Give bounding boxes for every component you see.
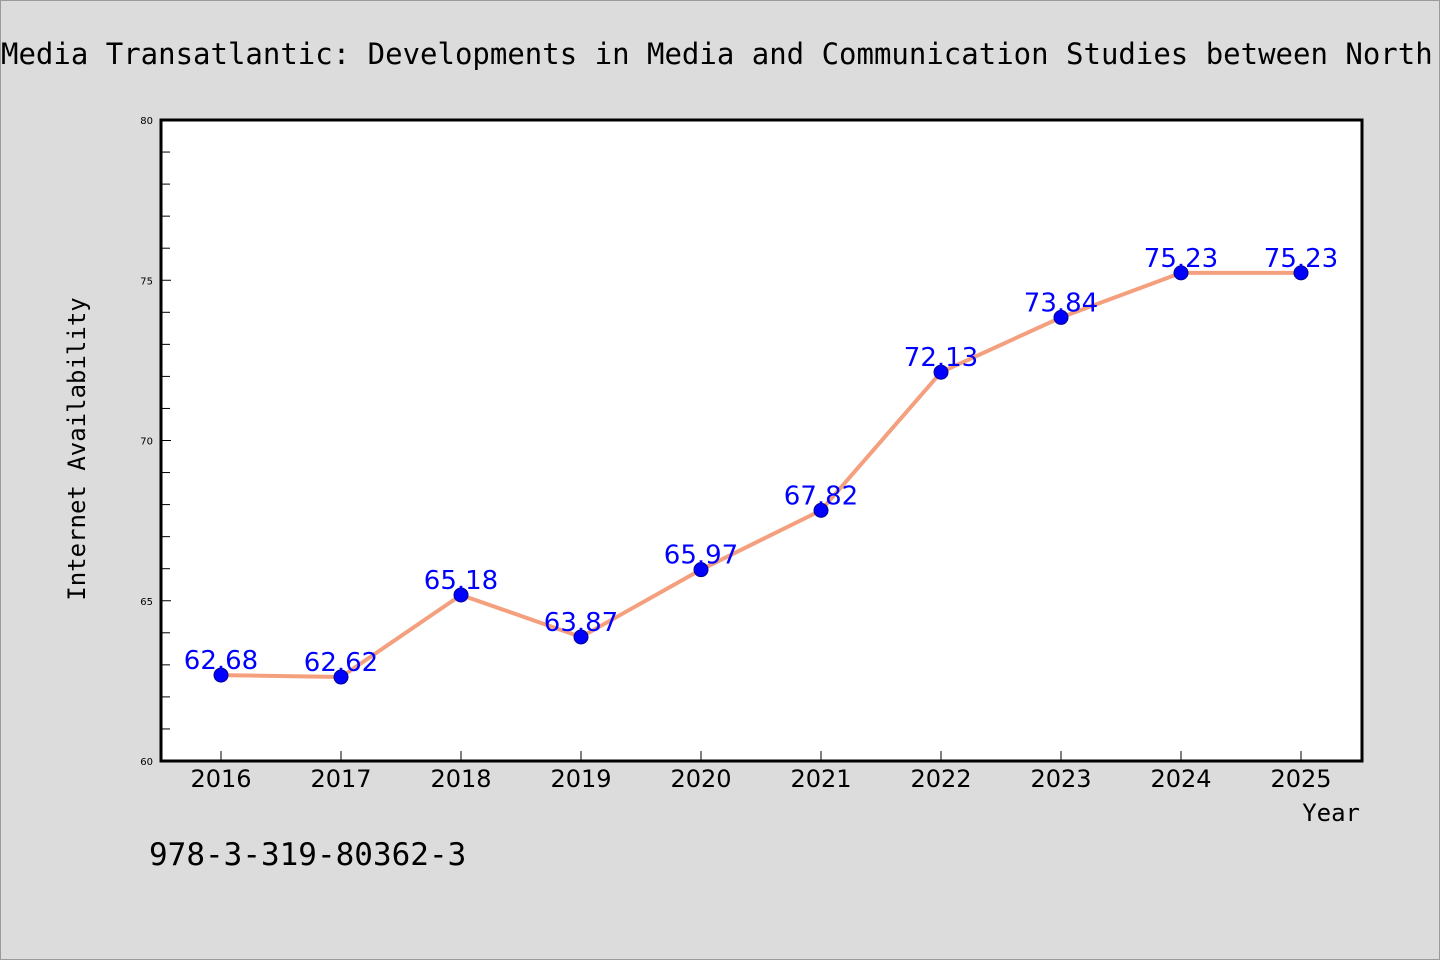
- series-line: [219, 270, 1303, 680]
- x-tick-label: 2024: [1150, 765, 1211, 793]
- data-point: [1293, 265, 1309, 281]
- data-point: [693, 562, 709, 578]
- y-axis: 60 65 70 75 80: [140, 116, 171, 768]
- y-tick-label: 70: [140, 437, 153, 448]
- y-axis-label: Internet Availability: [63, 297, 91, 600]
- x-tick-label: 2025: [1270, 765, 1331, 793]
- data-point-label: 75.23: [1264, 244, 1338, 274]
- data-point: [1053, 309, 1069, 325]
- y-tick-label: 65: [140, 597, 153, 608]
- data-point-label: 65.18: [424, 566, 498, 596]
- series-markers: [213, 265, 1309, 685]
- x-axis: 2016 2017 2018 2019 2020 2021 2022 2023 2024 2025: [190, 751, 1332, 793]
- x-tick-label: 2018: [430, 765, 491, 793]
- x-axis-label: Year: [1302, 799, 1360, 827]
- data-point: [213, 667, 229, 683]
- x-tick-label: 2016: [190, 765, 251, 793]
- data-point-label: 62.62: [304, 648, 378, 678]
- data-point: [573, 629, 589, 645]
- x-tick-label: 2022: [910, 765, 971, 793]
- data-point-label: 73.84: [1024, 288, 1098, 318]
- x-tick-label: 2017: [310, 765, 371, 793]
- x-tick-label: 2023: [1030, 765, 1091, 793]
- data-point-label: 75.23: [1144, 244, 1218, 274]
- y-tick-label: 75: [140, 276, 153, 287]
- y-tick-label: 60: [140, 757, 153, 768]
- data-point: [333, 669, 349, 685]
- data-point-label: 65.97: [664, 541, 738, 571]
- x-tick-label: 2019: [550, 765, 611, 793]
- footnote-isbn: 978-3-319-80362-3: [149, 837, 466, 873]
- data-point: [1173, 265, 1189, 281]
- y-tick-label: 80: [140, 116, 153, 127]
- data-point: [813, 502, 829, 518]
- data-point-label: 72.13: [904, 343, 978, 373]
- x-tick-label: 2020: [670, 765, 731, 793]
- data-point-label: 63.87: [544, 608, 618, 638]
- x-tick-label: 2021: [790, 765, 851, 793]
- data-point-label: 62.68: [184, 646, 258, 676]
- data-point: [933, 364, 949, 380]
- data-point: [453, 587, 469, 603]
- data-labels: 62.68 62.62 65.18 63.87 65.97 67.82 72.13 73.84…: [184, 244, 1338, 678]
- chart-title: Media Transatlantic: Developments in Med…: [1, 37, 1440, 71]
- plot-area: [159, 118, 1364, 763]
- data-point-label: 67.82: [784, 481, 858, 511]
